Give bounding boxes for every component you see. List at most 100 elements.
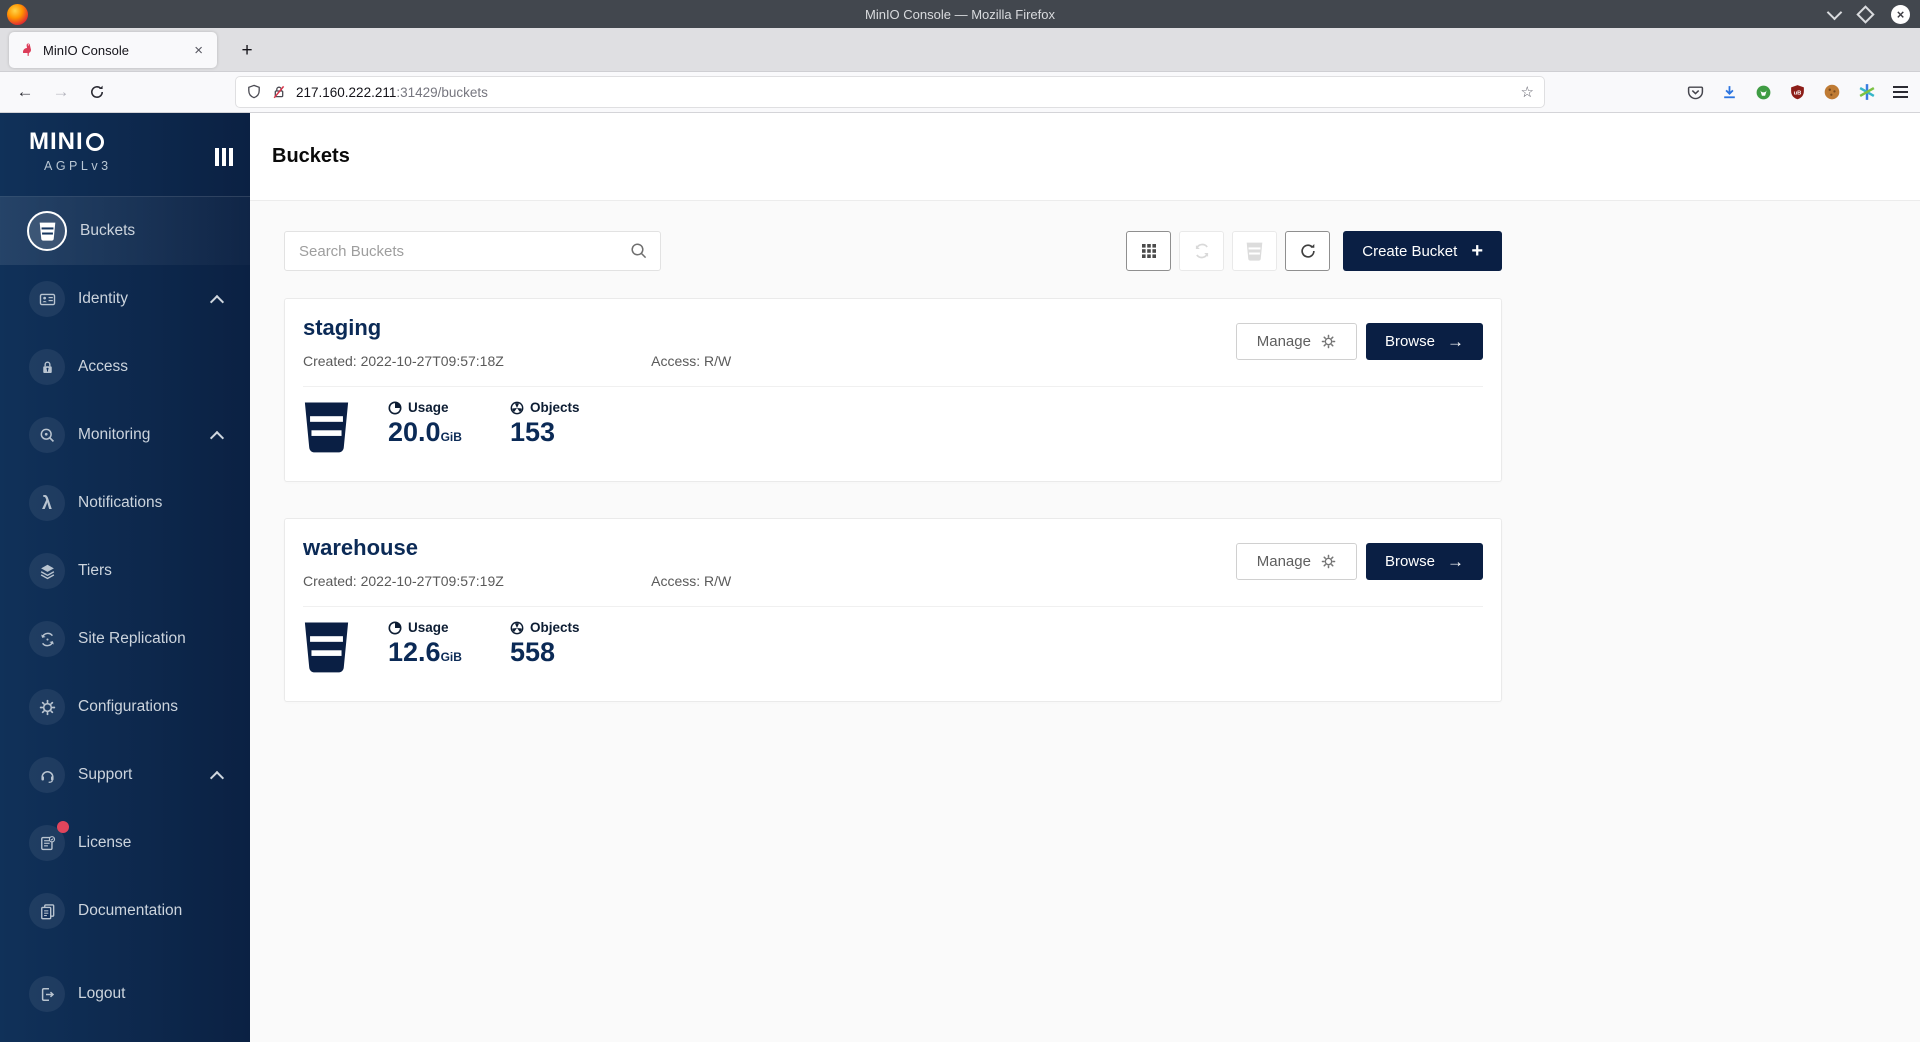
forward-button[interactable]: → — [52, 82, 70, 101]
url-text: 217.160.222.211:31429/buckets — [296, 85, 488, 100]
license-icon — [29, 821, 69, 861]
cookie-extension-icon[interactable] — [1823, 83, 1841, 101]
sidebar-item-tiers[interactable]: Tiers — [0, 537, 250, 605]
window-maximize-icon[interactable] — [1856, 4, 1875, 24]
objects-metric: Objects 153 — [510, 400, 606, 448]
insecure-lock-icon[interactable] — [271, 84, 287, 100]
refresh-buckets-button[interactable] — [1285, 231, 1331, 271]
sidebar-item-access[interactable]: Access — [0, 333, 250, 401]
sidebar-item-label: Configurations — [78, 698, 178, 715]
search-icon — [631, 243, 647, 259]
tab-minio-console[interactable]: MinIO Console × — [9, 32, 217, 68]
sidebar-item-identity[interactable]: Identity — [0, 265, 250, 333]
search-buckets-box — [284, 231, 661, 271]
new-tab-button[interactable]: + — [241, 40, 253, 61]
lambda-icon: λ — [29, 485, 65, 521]
bucket-name[interactable]: staging — [303, 315, 382, 340]
bookmark-star-icon[interactable]: ☆ — [1520, 84, 1534, 101]
sidebar-collapse-icon[interactable] — [215, 148, 233, 166]
sidebar-item-license[interactable]: License — [0, 809, 250, 877]
sidebar-item-label: Support — [78, 766, 133, 783]
card-divider — [303, 386, 1483, 387]
create-bucket-button[interactable]: Create Bucket + — [1343, 231, 1502, 271]
brand-i: I — [76, 128, 84, 155]
sidebar-item-configurations[interactable]: Configurations — [0, 673, 250, 741]
access-icon — [29, 349, 65, 385]
window-close-icon[interactable]: × — [1891, 4, 1910, 24]
sidebar-item-label: Tiers — [78, 562, 112, 579]
usage-metric: Usage 12.6GiB — [388, 620, 484, 668]
bucket-icon-large — [304, 622, 349, 673]
main-area: Buckets — [250, 113, 1920, 1042]
arrow-right-icon: → — [1447, 552, 1464, 571]
sidebar-item-label: License — [78, 834, 132, 851]
browse-label: Browse — [1384, 553, 1435, 570]
usage-value: 12.6 — [388, 637, 441, 667]
sidebar-item-buckets[interactable]: Buckets — [0, 197, 250, 265]
gear-icon — [1321, 554, 1336, 569]
usage-pie-icon — [388, 621, 402, 634]
download-icon[interactable] — [1721, 84, 1738, 101]
usage-pie-icon — [388, 401, 402, 414]
usage-value: 20.0 — [388, 417, 441, 447]
pocket-extension-icon[interactable] — [1687, 84, 1704, 101]
sidebar-item-label: Notifications — [78, 494, 163, 511]
card-divider — [303, 606, 1483, 607]
chevron-up-icon[interactable] — [209, 294, 225, 310]
sidebar-item-label: Documentation — [78, 902, 183, 919]
window-titlebar: MinIO Console — Mozilla Firefox × — [0, 0, 1920, 28]
tab-close-icon[interactable]: × — [194, 41, 203, 59]
firefox-logo-icon — [7, 3, 28, 25]
sidebar-item-label: Buckets — [80, 222, 136, 239]
plus-icon: + — [1471, 240, 1483, 262]
refresh-icon — [1301, 244, 1315, 258]
sidebar-item-site-replication[interactable]: Site Replication — [0, 605, 250, 673]
sidebar-item-support[interactable]: Support — [0, 741, 250, 809]
delete-bucket-icon — [1246, 242, 1263, 261]
browse-button[interactable]: Browse → — [1365, 323, 1483, 360]
pinwheel-extension-icon[interactable] — [1858, 83, 1876, 101]
logout-icon — [29, 976, 65, 1012]
page-header: Buckets — [250, 113, 1920, 200]
delete-buckets-button[interactable] — [1232, 231, 1278, 271]
bucket-created: Created: 2022-10-27T09:57:19Z — [303, 573, 504, 589]
objects-icon — [510, 621, 524, 634]
objects-metric: Objects 558 — [510, 620, 606, 668]
tab-bar: MinIO Console × + — [0, 28, 1920, 72]
list-view-toggle-button[interactable] — [1126, 231, 1172, 271]
replication-action-button[interactable] — [1179, 231, 1225, 271]
sidebar-item-label: Logout — [78, 985, 126, 1002]
bucket-card-staging: staging Created: 2022-10-27T09:57:18Z Ac… — [284, 298, 1502, 482]
manage-button[interactable]: Manage — [1235, 543, 1357, 580]
manage-label: Manage — [1256, 333, 1311, 350]
replication-icon — [29, 621, 65, 657]
sidebar-item-label: Monitoring — [78, 426, 151, 443]
sidebar-item-logout[interactable]: Logout — [0, 960, 250, 1028]
bucket-name[interactable]: warehouse — [303, 535, 418, 560]
minio-wordmark: MIN I — [29, 128, 250, 155]
ublock-extension-icon[interactable]: uB — [1789, 84, 1806, 101]
browse-button[interactable]: Browse → — [1365, 543, 1483, 580]
sidebar-item-notifications[interactable]: λ Notifications — [0, 469, 250, 537]
usage-label: Usage — [408, 620, 449, 635]
reload-button[interactable] — [80, 72, 114, 112]
url-bar[interactable]: 217.160.222.211:31429/buckets ☆ — [236, 77, 1544, 107]
sidebar-item-documentation[interactable]: Documentation — [0, 877, 250, 945]
window-minimize-icon[interactable] — [1826, 4, 1843, 20]
chevron-up-icon[interactable] — [209, 770, 225, 786]
manage-label: Manage — [1256, 553, 1311, 570]
bucket-access: Access: R/W — [651, 573, 732, 589]
manage-button[interactable]: Manage — [1235, 323, 1357, 360]
search-buckets-input[interactable] — [297, 241, 630, 261]
privacy-extension-icon[interactable] — [1755, 84, 1772, 101]
menu-hamburger-icon[interactable] — [1893, 86, 1908, 98]
sidebar-item-label: Site Replication — [78, 630, 186, 647]
back-button[interactable]: ← — [16, 82, 34, 101]
usage-unit: GiB — [440, 650, 462, 664]
bucket-icon — [27, 211, 67, 251]
shield-icon[interactable] — [246, 84, 262, 100]
license-badge-dot — [57, 821, 69, 833]
chevron-up-icon[interactable] — [209, 430, 225, 446]
sidebar-item-monitoring[interactable]: Monitoring — [0, 401, 250, 469]
url-host: 217.160.222.211 — [296, 84, 397, 100]
